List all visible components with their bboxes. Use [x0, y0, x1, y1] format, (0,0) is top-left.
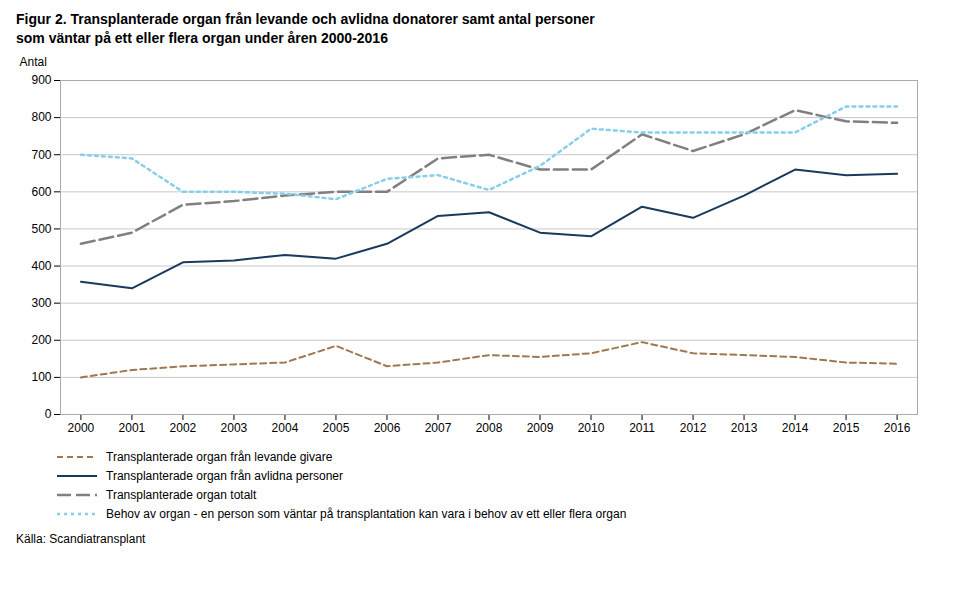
svg-text:300: 300 — [31, 296, 51, 310]
svg-text:2013: 2013 — [731, 421, 758, 435]
html-text:Behov av organ - en person som: Behov av organ - en person som väntar på… — [106, 507, 627, 522]
svg-text:2010: 2010 — [578, 421, 605, 435]
svg-text:2015: 2015 — [833, 421, 860, 435]
svg-text:0: 0 — [45, 407, 52, 421]
html-text:Transplanterade organ från avl: Transplanterade organ från avlidna perso… — [106, 469, 343, 484]
svg-text:2002: 2002 — [170, 421, 197, 435]
svg-text:700: 700 — [31, 147, 51, 161]
svg-text:2004: 2004 — [272, 421, 299, 435]
svg-text:800: 800 — [31, 110, 51, 124]
html-text:Figur 2. Transplanterade organ: Figur 2. Transplanterade organ från leva… — [16, 11, 595, 46]
svg-text:2016: 2016 — [884, 421, 911, 435]
svg-text:200: 200 — [31, 333, 51, 347]
svg-text:2006: 2006 — [374, 421, 401, 435]
svg-text:2001: 2001 — [119, 421, 146, 435]
svg-text:2008: 2008 — [476, 421, 503, 435]
svg-text:400: 400 — [31, 259, 51, 273]
svg-text:2005: 2005 — [323, 421, 350, 435]
svg-text:2007: 2007 — [425, 421, 452, 435]
html-text:Transplanterade organ totalt: Transplanterade organ totalt — [106, 488, 257, 503]
html-text:Källa: Scandiatransplant: Källa: Scandiatransplant — [16, 531, 146, 546]
svg-text:100: 100 — [31, 370, 51, 384]
svg-text:2003: 2003 — [221, 421, 248, 435]
svg-text:Antal: Antal — [20, 55, 47, 69]
svg-text:2011: 2011 — [629, 421, 655, 435]
html-text:Transplanterade organ från lev: Transplanterade organ från levande givar… — [106, 450, 333, 465]
svg-text:500: 500 — [31, 222, 51, 236]
svg-text:600: 600 — [31, 184, 51, 198]
svg-text:2009: 2009 — [527, 421, 554, 435]
svg-text:900: 900 — [31, 73, 51, 87]
svg-text:2000: 2000 — [68, 421, 95, 435]
svg-text:2012: 2012 — [680, 421, 707, 435]
svg-text:2014: 2014 — [782, 421, 809, 435]
